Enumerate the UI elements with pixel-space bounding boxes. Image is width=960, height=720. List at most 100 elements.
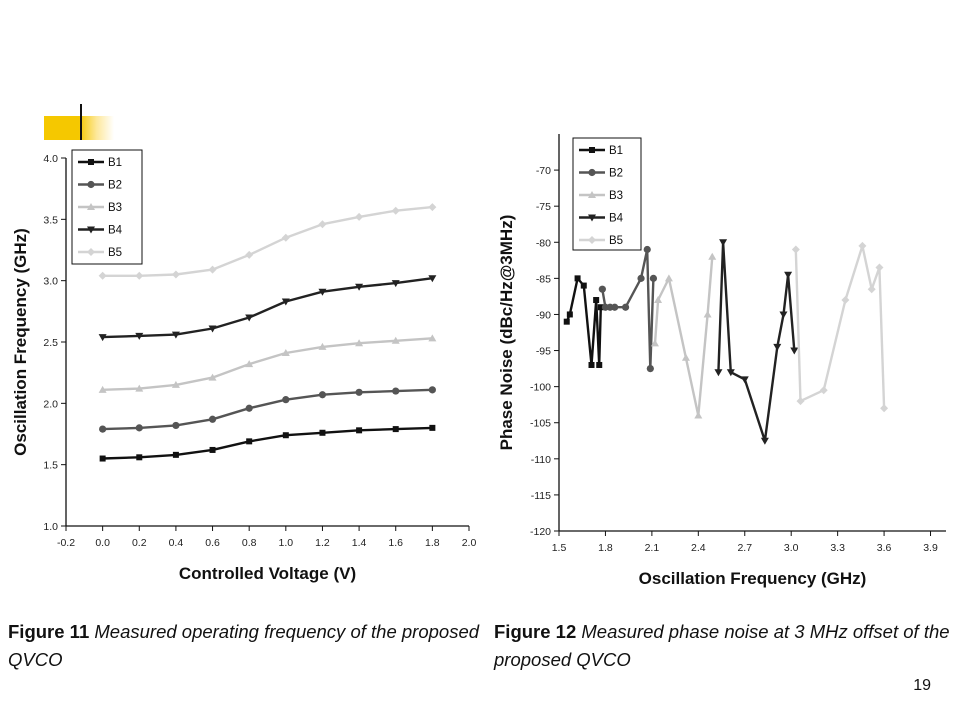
chart2-series-line-b1 <box>565 277 602 367</box>
chart1-data-point-b5 <box>98 271 107 280</box>
chart1-data-point-b2 <box>208 415 217 423</box>
chart1-data-point-b4 <box>208 325 217 333</box>
chart2-data-point-b1 <box>563 318 570 325</box>
chart2-data-point-b2 <box>637 274 645 282</box>
chart1-data-point-b4 <box>355 283 364 291</box>
chart1-legend-label-b5: B5 <box>108 247 122 259</box>
chart1-data-point-b1 <box>246 438 253 445</box>
chart2-data-point-b2 <box>611 303 619 311</box>
chart2-data-point-b2 <box>598 285 606 293</box>
chart2-y-tick-label: -105 <box>530 418 551 430</box>
chart1-y-tick-label: 1.0 <box>43 521 58 533</box>
chart2-x-tick-label: 3.3 <box>830 542 845 554</box>
chart1-x-tick-label: 0.6 <box>205 537 220 549</box>
chart1-data-point-b5 <box>245 250 254 259</box>
chart1-x-axis-title: Controlled Voltage (V) <box>179 564 356 583</box>
chart1-series-line-b2 <box>102 388 433 431</box>
chart1-data-point-b3 <box>245 360 254 368</box>
chart1-legend-marker-b3 <box>87 203 95 210</box>
chart2-data-point-b5 <box>880 404 889 413</box>
figure-12-label: Figure 12 <box>494 621 577 642</box>
figure-12-text: Measured phase noise at 3 MHz offset of … <box>494 621 950 670</box>
chart1-data-point-b2 <box>392 387 400 395</box>
chart2-legend-label-b3: B3 <box>609 190 623 202</box>
chart2-data-point-b2 <box>649 274 658 282</box>
chart2-data-point-b4 <box>740 376 749 384</box>
chart2-data-point-b5 <box>875 263 884 272</box>
chart2-data-point-b5 <box>841 296 850 305</box>
chart2-y-tick-label: -70 <box>536 165 551 177</box>
chart1-data-point-b2 <box>318 391 327 399</box>
chart1-data-point-b4 <box>171 331 180 339</box>
chart1-y-tick-label: 3.5 <box>43 214 58 226</box>
chart2-data-point-b3 <box>681 353 690 361</box>
chart2-data-point-b5 <box>791 245 800 254</box>
chart2-data-point-b3 <box>708 252 717 260</box>
chart1-data-point-b3 <box>281 349 290 357</box>
chart1-x-tick-label: 0.0 <box>95 537 110 549</box>
chart1-data-point-b4 <box>318 288 327 296</box>
chart1-data-point-b5 <box>391 206 400 215</box>
chart1-series-line-b3 <box>102 337 433 391</box>
chart2-data-point-b5 <box>867 285 876 294</box>
chart1-data-point-b1 <box>282 432 289 439</box>
chart2-data-point-b1 <box>580 282 587 289</box>
chart1-x-tick-label: 1.2 <box>315 537 330 549</box>
chart1-data-point-b1 <box>392 426 399 433</box>
chart2-data-point-b3 <box>694 411 703 419</box>
chart2-data-point-b4 <box>726 369 735 377</box>
chart2-x-tick-label: 1.5 <box>552 542 567 554</box>
chart2-data-point-b4 <box>760 437 769 445</box>
chart1-x-tick-label: 1.8 <box>425 537 440 549</box>
chart1-data-point-b5 <box>135 271 144 280</box>
chart2-y-tick-label: -85 <box>536 273 551 285</box>
chart1-data-point-b3 <box>428 334 437 342</box>
figure-12-caption: Figure 12 Measured phase noise at 3 MHz … <box>494 618 960 674</box>
chart2-data-point-b3 <box>654 296 663 304</box>
chart1-series-line-b4 <box>102 277 433 339</box>
chart2-y-tick-label: -75 <box>536 201 551 213</box>
chart1-data-point-b3 <box>391 336 400 344</box>
chart2-legend-label-b2: B2 <box>609 168 623 180</box>
chart1-data-point-b2 <box>99 425 107 433</box>
chart2-legend-marker-b5 <box>588 236 596 244</box>
chart1-data-point-b5 <box>318 220 327 229</box>
chart2-legend-label-b4: B4 <box>609 213 624 225</box>
chart1-x-tick-label: 0.8 <box>242 537 257 549</box>
chart1-legend-label-b3: B3 <box>108 202 122 214</box>
chart1-data-point-b3 <box>171 380 180 388</box>
figure-11-text: Measured operating frequency of the prop… <box>8 621 480 670</box>
chart1-legend-label-b4: B4 <box>108 225 123 237</box>
chart1-data-point-b3 <box>318 342 327 350</box>
chart2-y-tick-label: -100 <box>530 382 551 394</box>
chart2-x-axis-title: Oscillation Frequency (GHz) <box>639 569 867 588</box>
chart2-data-point-b1 <box>566 311 573 318</box>
chart1-x-tick-label: 1.0 <box>279 537 294 549</box>
chart1-data-point-b1 <box>136 454 143 461</box>
chart2-x-tick-label: 2.4 <box>691 542 706 554</box>
chart1-x-tick-label: 1.6 <box>388 537 403 549</box>
chart2-legend-marker-b1 <box>589 147 595 153</box>
chart2-data-point-b4 <box>779 311 788 319</box>
chart2-y-tick-label: -90 <box>536 309 551 321</box>
chart2-data-point-b4 <box>773 343 782 351</box>
page-number: 19 <box>913 677 931 694</box>
chart1-x-tick-label: 1.4 <box>352 537 367 549</box>
chart1-data-point-b1 <box>209 446 216 453</box>
chart1-y-tick-label: 2.0 <box>43 398 58 410</box>
chart2-data-point-b2 <box>621 303 630 311</box>
chart2-data-point-b1 <box>593 297 600 304</box>
chart2-legend-marker-b3 <box>588 191 596 198</box>
chart2-series-line-b5 <box>794 244 886 409</box>
chart2-x-tick-label: 3.6 <box>877 542 892 554</box>
chart2-data-point-b4 <box>714 369 723 377</box>
chart1-data-point-b4 <box>98 334 107 342</box>
chart1-data-point-b4 <box>281 298 290 306</box>
chart1-series-line-b1 <box>102 426 433 460</box>
chart1-y-tick-label: 3.0 <box>43 276 58 288</box>
chart1-legend-marker-b4 <box>87 226 95 234</box>
chart1-data-point-b3 <box>355 339 364 347</box>
chart1-x-tick-label: 0.4 <box>169 537 184 549</box>
chart2-legend-label-b5: B5 <box>609 235 623 247</box>
